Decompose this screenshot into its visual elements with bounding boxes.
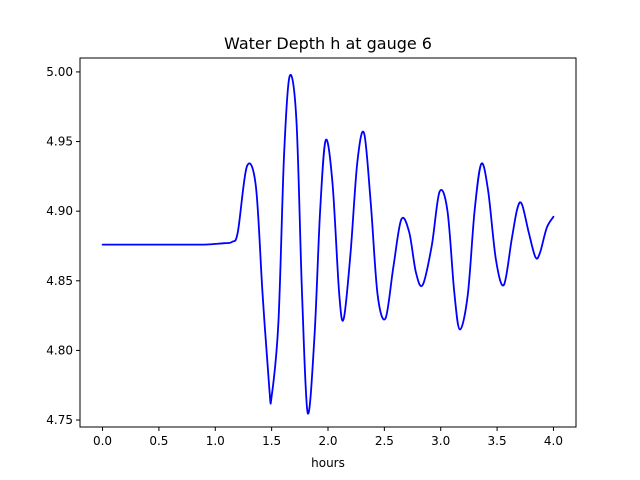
y-tick-label: 4.75 [46, 413, 73, 427]
x-axis: 0.0 0.5 1.0 1.5 2.0 2.5 3.0 3.5 4.0 [93, 427, 563, 448]
x-tick-label: 2.5 [375, 434, 394, 448]
y-tick-label: 4.80 [46, 343, 73, 357]
x-tick-label: 1.5 [262, 434, 281, 448]
x-tick-label: 0.0 [93, 434, 112, 448]
y-tick-label: 4.95 [46, 135, 73, 149]
series-line [101, 73, 555, 415]
chart-title: Water Depth h at gauge 6 [224, 34, 432, 53]
x-tick-label: 2.0 [318, 434, 337, 448]
y-axis: 4.75 4.80 4.85 4.90 4.95 5.00 [46, 65, 80, 427]
axes-frame [79, 57, 577, 428]
x-axis-label: hours [311, 456, 345, 470]
y-tick-label: 4.90 [46, 204, 73, 218]
x-tick-label: 4.0 [544, 434, 563, 448]
x-tick-label: 3.5 [488, 434, 507, 448]
y-tick-label: 5.00 [46, 65, 73, 79]
x-tick-label: 3.0 [431, 434, 450, 448]
x-tick-label: 0.5 [149, 434, 168, 448]
x-tick-label: 1.0 [206, 434, 225, 448]
y-tick-label: 4.85 [46, 274, 73, 288]
